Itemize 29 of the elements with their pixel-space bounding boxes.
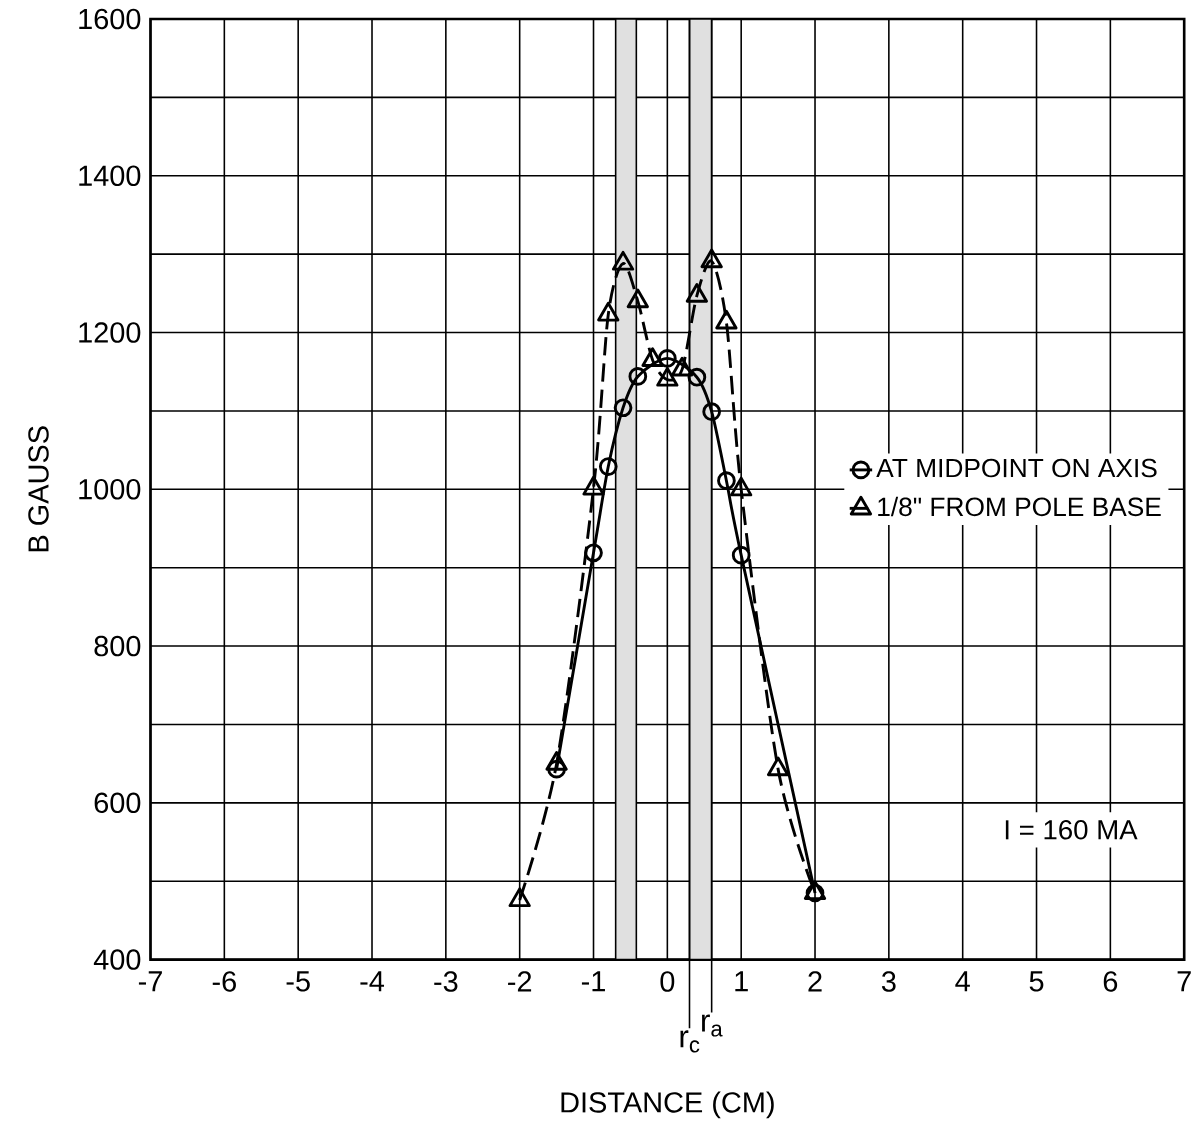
- x-tick-label: -2: [508, 971, 532, 992]
- legend-label: AT MIDPOINT ON AXIS: [876, 458, 1157, 478]
- y-tick-label: 1200: [79, 322, 141, 343]
- y-tick-label: 1600: [79, 8, 141, 30]
- annotation: I = 160 MA: [1005, 819, 1138, 840]
- ref-line-label: r$_{c}$: [680, 1030, 700, 1053]
- x-tick-label: -3: [434, 971, 458, 992]
- x-tick-label: -4: [360, 971, 385, 992]
- x-tick-label: 0: [660, 971, 675, 992]
- y-tick-label: 1400: [79, 165, 141, 186]
- ref-line-label: r$_{a}$: [702, 1014, 723, 1037]
- y-tick-label: 800: [94, 635, 141, 657]
- x-tick-label: 5: [1029, 971, 1044, 992]
- x-tick-label: 4: [955, 971, 970, 992]
- x-tick-label: -7: [138, 971, 162, 992]
- x-tick-label: 7: [1177, 971, 1191, 992]
- x-tick-label: -1: [581, 971, 605, 992]
- y-tick-label: 600: [94, 792, 141, 814]
- x-axis-title: DISTANCE (CM): [561, 1091, 774, 1119]
- x-tick-label: 1: [735, 971, 748, 992]
- y-tick-label: 1000: [79, 478, 141, 500]
- x-tick-label: 6: [1103, 971, 1118, 992]
- legend-label: 1/8" FROM POLE BASE: [878, 496, 1161, 517]
- y-tick-label: 400: [93, 949, 141, 970]
- x-tick-label: -6: [212, 971, 236, 992]
- x-tick-label: 3: [881, 971, 896, 992]
- x-tick-label: 2: [808, 971, 822, 992]
- y-axis-title: B GAUSS: [28, 426, 49, 552]
- x-tick-label: -5: [286, 971, 310, 992]
